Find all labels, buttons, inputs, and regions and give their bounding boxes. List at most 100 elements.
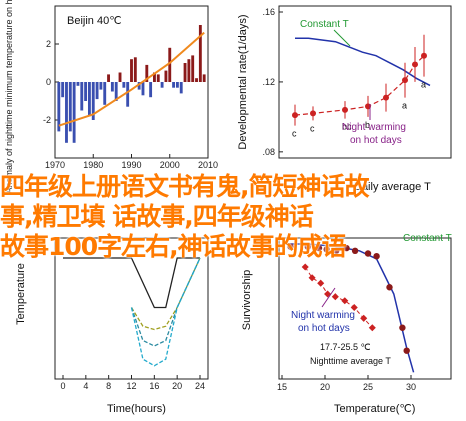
bar <box>126 82 130 107</box>
constant-t-arrow <box>333 29 351 47</box>
night-warming-point <box>350 303 358 312</box>
trend-line <box>58 31 205 127</box>
night-warming-point <box>341 297 349 305</box>
significance-letter: b <box>365 120 370 130</box>
bar <box>195 78 198 82</box>
night-warming-point <box>308 274 316 282</box>
bar <box>91 82 95 120</box>
night-warming-label-line2: on hot days <box>298 323 350 334</box>
x-tick-label: 15 <box>277 382 287 392</box>
bar <box>149 82 153 98</box>
data-point <box>402 77 408 84</box>
bar <box>84 82 88 101</box>
constant-t-point <box>304 243 311 250</box>
bar <box>72 82 76 143</box>
x-tick-label: 12 <box>126 381 136 391</box>
panel4-frame <box>278 237 452 380</box>
x-tick-label: 1970 <box>45 160 65 170</box>
x-tick-label: 2010 <box>198 160 218 170</box>
temperature-curve <box>130 257 201 331</box>
x-tick-label: 1980 <box>83 160 103 170</box>
x-tick-label: 20 <box>172 381 182 391</box>
temperature-curve <box>130 257 201 347</box>
x-tick-label: 16 <box>149 381 159 391</box>
bar <box>118 72 122 82</box>
panel2-ylabel: Developmental rate(1/days) <box>237 14 249 149</box>
data-point <box>292 112 298 119</box>
bar <box>99 82 103 90</box>
data-point <box>342 106 348 113</box>
panel-survivorship: 15 20 25 30 Constant T Night warming on hot… <box>241 233 452 415</box>
constant-t-point <box>373 253 380 260</box>
y-tick-label: .12 <box>262 77 275 87</box>
constant-t-curve <box>295 37 431 87</box>
night-warming-point <box>360 314 368 322</box>
bar <box>198 25 202 82</box>
range-label: 17.7-25.5 ℃ <box>320 342 371 352</box>
x-tick-label: 24 <box>195 381 205 391</box>
bar <box>65 82 68 143</box>
bar <box>160 82 164 88</box>
panel-temperature-time: 0 4 8 12 16 20 24 Time(hours) Temperature <box>15 237 209 415</box>
nighttime-average-label: Nighttime average T <box>310 356 391 366</box>
panel4-ylabel: Survivorship <box>241 270 253 331</box>
significance-letter: a <box>402 101 407 111</box>
bar <box>130 59 133 82</box>
significance-letter: c <box>310 123 315 133</box>
temperature-curve <box>130 257 201 367</box>
panel1-title: Beijin 40℃ <box>67 15 122 27</box>
panel-developmental-rate: .08 .12 .16 c c bc b a a Developmental rate(1/d… <box>237 5 452 193</box>
significance-letter: bc <box>342 122 352 132</box>
data-point <box>412 61 418 68</box>
x-tick-label: 20 <box>320 382 330 392</box>
night-warming-label-line2: on hot days <box>350 135 402 146</box>
bar <box>141 82 145 96</box>
bar <box>61 82 65 98</box>
constant-t-point <box>315 244 323 252</box>
constant-t-point <box>364 250 372 257</box>
x-tick-label: 30 <box>406 382 416 392</box>
night-warming-point <box>317 279 325 287</box>
bar <box>133 57 137 82</box>
y-tick-label: .16 <box>262 7 275 17</box>
bar <box>87 82 91 117</box>
bar <box>76 82 80 86</box>
panel3-xlabel: Time(hours) <box>107 403 166 415</box>
bar <box>68 82 72 132</box>
night-warming-label: Night warming <box>291 310 355 321</box>
bar <box>137 82 141 90</box>
bar <box>175 82 179 88</box>
significance-letter: c <box>292 129 297 139</box>
bar <box>95 82 99 100</box>
night-warming-arrow <box>321 287 336 308</box>
night-warming-point <box>301 263 309 271</box>
bar <box>107 74 110 82</box>
constant-t-point <box>332 247 340 254</box>
night-warming-line <box>294 55 425 116</box>
panel2-xlabel: Daily average T <box>354 181 431 193</box>
bar <box>164 70 168 82</box>
panel1-ylabel: Anomaly of nighttime minimum temperature… <box>4 0 14 194</box>
temperature-curve <box>63 257 200 309</box>
data-point <box>310 110 316 117</box>
x-tick-label: 0 <box>60 381 65 391</box>
x-tick-label: 8 <box>106 381 111 391</box>
constant-t-fit-curve <box>282 243 415 373</box>
bar <box>122 82 126 88</box>
night-warming-point <box>331 293 339 301</box>
constant-t-point <box>287 243 294 250</box>
night-warming-label: Night warming <box>342 122 406 133</box>
bar <box>57 82 61 132</box>
y-tick-label: .08 <box>262 147 275 157</box>
constant-t-label: Constant T <box>403 233 452 244</box>
y-tick-label: -2 <box>43 115 51 125</box>
constant-t-point <box>323 246 330 253</box>
constant-t-point <box>386 284 393 291</box>
night-warming-point <box>368 324 376 332</box>
constant-t-point <box>343 244 350 252</box>
bar <box>202 74 206 82</box>
constant-t-label: Constant T <box>300 19 349 30</box>
bar <box>110 82 114 92</box>
panel4-xlabel: Temperature(℃) <box>334 403 415 415</box>
